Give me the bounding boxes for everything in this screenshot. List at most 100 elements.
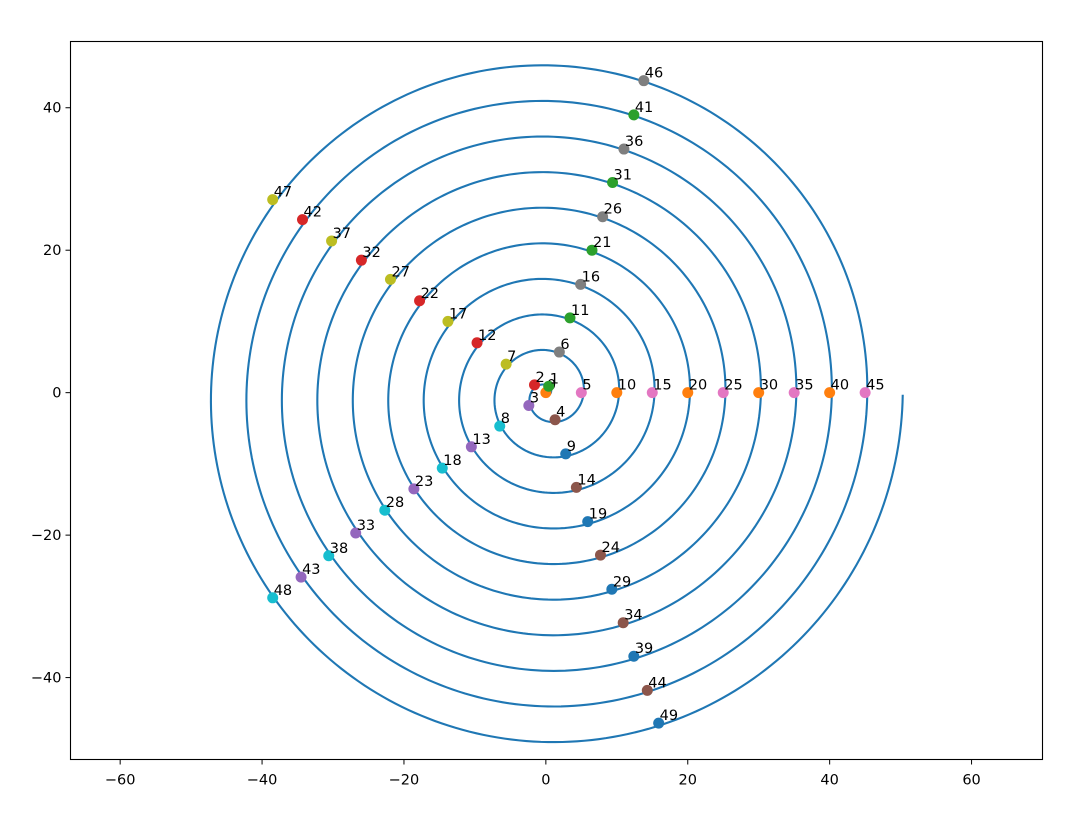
x-tick-label: 20 xyxy=(679,773,697,789)
point-label-22: 22 xyxy=(421,286,439,302)
point-label-15: 15 xyxy=(653,378,671,394)
point-label-9: 9 xyxy=(567,439,576,455)
point-label-41: 41 xyxy=(635,100,653,116)
x-tick-label: −40 xyxy=(247,773,278,789)
point-45 xyxy=(859,387,871,399)
point-31 xyxy=(607,177,619,189)
point-20 xyxy=(682,387,694,399)
point-label-34: 34 xyxy=(624,608,642,624)
point-15 xyxy=(646,387,658,399)
point-label-35: 35 xyxy=(795,378,813,394)
point-label-33: 33 xyxy=(357,518,375,534)
plot-area-frame xyxy=(69,40,1044,761)
point-17 xyxy=(442,315,454,327)
point-28 xyxy=(379,504,391,516)
point-9 xyxy=(560,448,572,460)
point-49 xyxy=(653,717,665,729)
point-label-49: 49 xyxy=(660,708,678,724)
point-1 xyxy=(543,380,555,392)
point-label-44: 44 xyxy=(648,675,666,691)
point-48 xyxy=(267,592,279,604)
point-14 xyxy=(570,481,582,493)
point-label-4: 4 xyxy=(556,405,565,421)
point-label-6: 6 xyxy=(560,337,569,353)
point-12 xyxy=(471,337,483,349)
point-label-40: 40 xyxy=(831,378,849,394)
point-label-47: 47 xyxy=(274,185,292,201)
point-label-26: 26 xyxy=(604,202,622,218)
point-38 xyxy=(323,550,335,562)
point-label-30: 30 xyxy=(760,378,778,394)
y-tick-label: 0 xyxy=(52,386,61,402)
x-tick-label: 0 xyxy=(541,773,550,789)
point-36 xyxy=(618,143,630,155)
point-label-7: 7 xyxy=(507,349,516,365)
point-43 xyxy=(295,571,307,583)
point-19 xyxy=(582,516,594,528)
point-label-45: 45 xyxy=(866,378,884,394)
point-5 xyxy=(575,387,587,399)
point-39 xyxy=(628,650,640,662)
point-8 xyxy=(494,420,506,432)
point-label-20: 20 xyxy=(689,378,707,394)
point-21 xyxy=(586,244,598,256)
point-label-24: 24 xyxy=(601,540,619,556)
point-23 xyxy=(408,483,420,495)
point-13 xyxy=(465,441,477,453)
point-41 xyxy=(628,109,640,121)
point-18 xyxy=(436,462,448,474)
point-6 xyxy=(553,346,565,358)
point-40 xyxy=(824,387,836,399)
point-label-13: 13 xyxy=(472,432,490,448)
point-label-1: 1 xyxy=(550,371,559,387)
point-3 xyxy=(523,399,535,411)
point-32 xyxy=(355,254,367,266)
plot-marks: 0123456789101112131415161718192021222324… xyxy=(209,64,904,744)
point-label-2: 2 xyxy=(536,370,545,386)
point-44 xyxy=(641,684,653,696)
point-label-21: 21 xyxy=(593,235,611,251)
point-label-25: 25 xyxy=(724,378,742,394)
point-label-39: 39 xyxy=(635,641,653,657)
x-tick-label: −60 xyxy=(105,773,136,789)
point-label-37: 37 xyxy=(333,226,351,242)
y-tick-label: 40 xyxy=(43,101,61,117)
point-25 xyxy=(717,387,729,399)
point-10 xyxy=(611,387,623,399)
point-label-3: 3 xyxy=(530,390,539,406)
y-tick-label: −40 xyxy=(31,671,62,687)
point-label-19: 19 xyxy=(589,507,607,523)
point-46 xyxy=(638,75,650,87)
point-11 xyxy=(564,312,576,324)
point-26 xyxy=(597,211,609,223)
point-label-8: 8 xyxy=(501,411,510,427)
point-label-43: 43 xyxy=(302,562,320,578)
point-27 xyxy=(384,273,396,285)
y-tick-label: −20 xyxy=(31,528,62,544)
point-2 xyxy=(529,379,541,391)
point-42 xyxy=(297,214,308,226)
point-7 xyxy=(500,358,512,370)
x-tick-label: −20 xyxy=(389,773,420,789)
point-label-14: 14 xyxy=(577,472,595,488)
point-37 xyxy=(326,235,338,247)
point-label-31: 31 xyxy=(614,168,632,184)
point-24 xyxy=(594,549,606,561)
point-label-18: 18 xyxy=(443,453,461,469)
point-16 xyxy=(575,278,587,290)
point-33 xyxy=(350,527,362,539)
point-label-29: 29 xyxy=(613,574,631,590)
point-label-5: 5 xyxy=(582,378,591,394)
point-label-23: 23 xyxy=(415,474,433,490)
point-label-12: 12 xyxy=(478,328,496,344)
point-47 xyxy=(267,194,279,206)
point-34 xyxy=(617,617,629,629)
axis-ticks: −60 −40 −20 0 20 40 60 −40 −20 0 20 40 xyxy=(31,101,981,789)
x-tick-label: 60 xyxy=(962,773,980,789)
point-label-17: 17 xyxy=(449,306,467,322)
point-label-42: 42 xyxy=(304,205,322,221)
point-label-10: 10 xyxy=(618,378,636,394)
y-tick-label: 20 xyxy=(43,243,61,259)
